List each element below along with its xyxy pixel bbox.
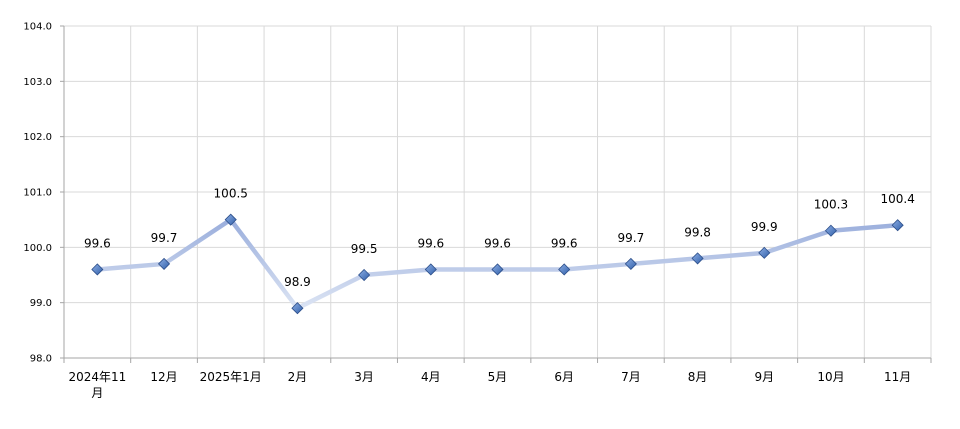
data-label: 99.8 <box>684 225 711 239</box>
data-markers <box>91 213 904 315</box>
series-line-segment <box>361 267 434 278</box>
y-tick-label: 103.0 <box>23 77 52 88</box>
series-line-segment <box>695 250 767 261</box>
data-label: 100.4 <box>880 192 914 206</box>
series-line-segment <box>828 222 900 233</box>
data-labels: 99.6 99.7 100.5 98.9 99.5 99.6 99.6 99.6 99.7 99.… <box>84 187 915 290</box>
data-label: 100.5 <box>214 187 248 201</box>
x-tick-label: 2024年11 <box>68 370 126 384</box>
data-point-marker <box>891 219 904 232</box>
x-tick-label: 2025年1月 <box>200 370 262 384</box>
series-line-segment <box>228 217 300 311</box>
data-point-marker <box>691 252 704 265</box>
data-label: 99.7 <box>618 231 645 245</box>
x-tick-label: 4月 <box>421 370 441 384</box>
data-point-marker <box>224 213 237 226</box>
data-label: 99.9 <box>751 220 778 234</box>
data-point-marker <box>157 257 171 270</box>
series-line-segment <box>762 228 834 256</box>
x-tick-label: 7月 <box>621 370 641 384</box>
data-point-marker <box>291 302 304 315</box>
y-tick-label: 104.0 <box>23 22 52 33</box>
x-tick-label: 12月 <box>150 370 177 384</box>
data-point-marker <box>624 257 637 270</box>
data-label: 99.6 <box>551 236 578 250</box>
series-line-segment <box>561 261 634 272</box>
y-tick-label: 98.0 <box>30 354 52 365</box>
data-point-marker <box>91 263 104 276</box>
data-label: 98.9 <box>284 275 311 289</box>
data-label: 99.6 <box>84 236 111 250</box>
y-axis-tick-labels: 98.0 99.0 100.0 101.0 102.0 103.0 104.0 <box>23 22 52 365</box>
x-tick-label: 5月 <box>488 370 508 384</box>
y-tick-label: 99.0 <box>30 298 52 309</box>
y-tick-label: 101.0 <box>23 188 52 199</box>
x-axis-tick-labels: 2024年11 月 12月 2025年1月 2月 3月 4月 5月 6月 7月 8月 9月 10月 11月 <box>68 370 911 400</box>
data-point-marker <box>424 263 437 276</box>
series-line-segment <box>95 261 167 272</box>
gridlines <box>64 25 932 358</box>
data-point-marker <box>758 246 771 259</box>
data-label: 99.6 <box>417 236 444 250</box>
data-point-marker <box>558 263 571 276</box>
data-label: 100.3 <box>814 198 848 212</box>
data-point-marker <box>491 263 504 276</box>
series-line-segment <box>628 256 700 267</box>
data-label: 99.7 <box>151 231 178 245</box>
y-tick-label: 102.0 <box>23 132 52 143</box>
x-tick-label: 11月 <box>884 370 911 384</box>
data-point-marker <box>824 224 838 237</box>
data-label: 99.6 <box>484 236 511 250</box>
x-tick-label: 8月 <box>688 370 708 384</box>
x-tick-label: 3月 <box>354 370 374 384</box>
series-line-segment <box>295 272 367 311</box>
data-point-marker <box>358 268 371 282</box>
x-tick-label: 9月 <box>754 370 774 384</box>
series <box>95 217 900 311</box>
x-tick-label: 2月 <box>288 370 308 384</box>
x-tick-label: 6月 <box>554 370 574 384</box>
series-line-segment <box>161 217 233 267</box>
x-tick-label: 10月 <box>817 370 844 384</box>
axes <box>60 25 932 363</box>
x-tick-label: 月 <box>91 386 103 400</box>
y-tick-label: 100.0 <box>23 243 52 254</box>
data-label: 99.5 <box>351 242 378 256</box>
